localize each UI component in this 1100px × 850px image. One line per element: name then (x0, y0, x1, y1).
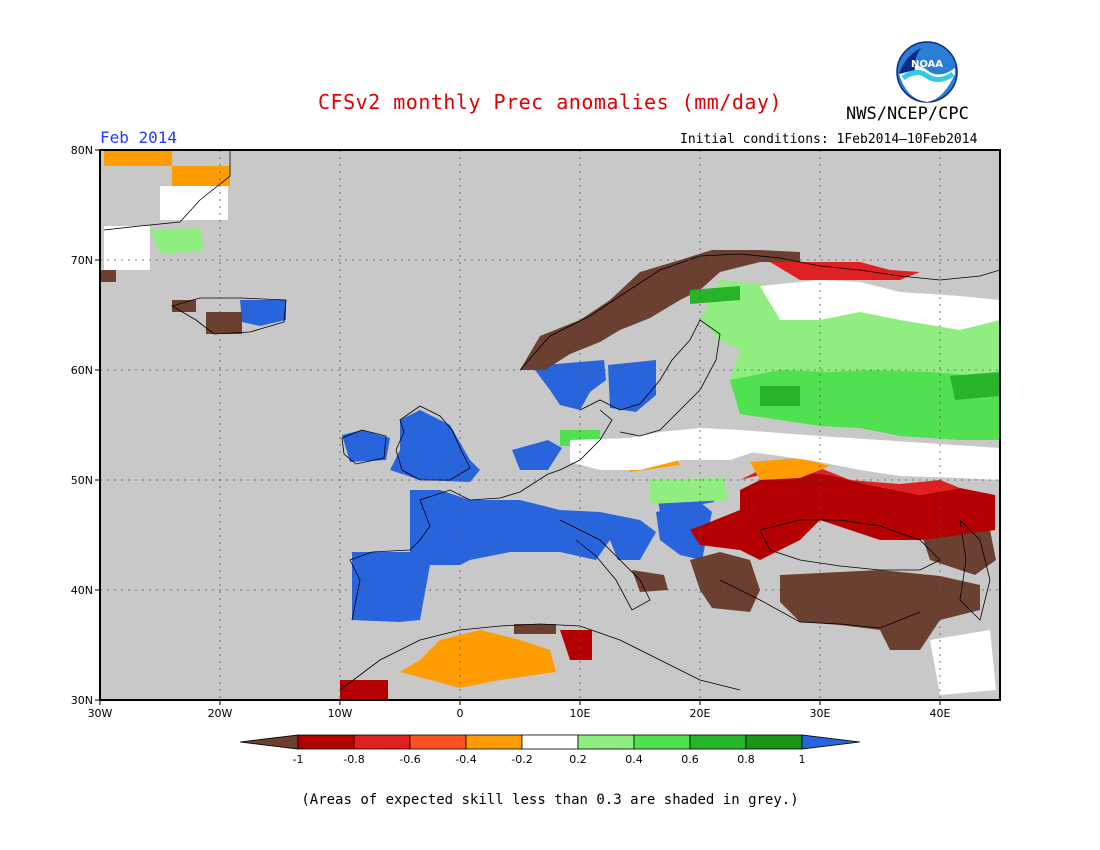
anomaly-region-dry-iceland-s (206, 312, 242, 334)
color-bar-segment (633, 734, 691, 750)
anomaly-region-neutral-arctic (760, 280, 1000, 330)
anomaly-region-dryish-greenland (172, 166, 230, 186)
lat-label: 40N (71, 584, 93, 597)
coast-scandinavia (519, 253, 1000, 371)
footnote: (Areas of expected skill less than 0.3 a… (301, 792, 799, 808)
color-bar-segment (353, 734, 411, 750)
coast-iceland (170, 297, 287, 335)
chart-title: CFSv2 monthly Prec anomalies (mm/day) (317, 90, 783, 114)
forecast-period: Feb 2014 (100, 128, 178, 147)
color-bar-label: 0.4 (625, 753, 643, 766)
coast-ireland (341, 429, 387, 465)
anomaly-region-dryish-africa (400, 630, 556, 688)
anomaly-region-wet-iceland (240, 300, 286, 326)
coast-caspian (959, 518, 991, 621)
color-bar-segment (801, 734, 861, 750)
anomaly-region-wet-russia-peak (760, 386, 800, 406)
anomaly-region-dry-africa (514, 624, 556, 634)
anomaly-region-wet-greenland (150, 228, 204, 254)
logo-text: NOAA (911, 59, 943, 70)
color-bar (239, 734, 861, 750)
lon-label: 30W (88, 707, 113, 720)
anomaly-region-wet-lowlands (512, 440, 562, 470)
anomaly-field (100, 150, 1000, 700)
lon-label: 0 (457, 707, 464, 720)
anomaly-region-wet-britain (390, 410, 480, 482)
anomaly-region-wet-russia-east (950, 372, 1000, 400)
coast-blacksea (759, 519, 941, 571)
color-bar-label: 1 (799, 753, 806, 766)
color-bar-labels: -1 -0.8 -0.6 -0.4 -0.2 0.2 0.4 0.6 0.8 1 (293, 753, 806, 766)
agency-label: NWS/NCEP/CPC (846, 104, 969, 124)
color-bar-label: -0.6 (399, 753, 420, 766)
anomaly-region-wet-alps (656, 502, 712, 560)
lat-label: 60N (71, 364, 93, 377)
lon-label: 20E (690, 707, 711, 720)
color-bar-segment (409, 734, 467, 750)
anomaly-region-neutral-germany (570, 428, 760, 470)
anomaly-region-neutral-greenland-w (104, 226, 150, 270)
anomaly-region-dry-morocco (340, 680, 388, 700)
longitude-labels: 30W 20W 10W 0 10E 20E 30E 40E (88, 707, 951, 720)
coast-greenland (103, 150, 231, 231)
color-bar-segment (239, 734, 299, 750)
color-bar-label: 0.8 (737, 753, 755, 766)
noaa-logo-icon: NOAA (896, 41, 958, 103)
lon-label: 40E (930, 707, 951, 720)
color-bar-segment (297, 734, 355, 750)
color-bar-segment (745, 734, 803, 750)
coast-turkey (719, 579, 921, 629)
anomaly-region-wet-ireland (342, 430, 390, 462)
map-frame (99, 149, 1001, 701)
lon-label: 10E (570, 707, 591, 720)
anomaly-region-dry-ukraine (690, 470, 995, 560)
anomaly-region-dry-balkans (690, 552, 760, 612)
anomaly-region-dry-iceland (172, 300, 196, 312)
color-bar-label: 0.2 (569, 753, 587, 766)
color-bar-label: -0.2 (511, 753, 532, 766)
lat-label: 80N (71, 144, 93, 157)
anomaly-region-neutral-russia (740, 430, 1000, 480)
lon-label: 20W (208, 707, 233, 720)
color-bar-segment (577, 734, 635, 750)
anomaly-region-wet-scandinavia (532, 360, 606, 410)
color-bar-label: 0.6 (681, 753, 699, 766)
color-bar-segment (689, 734, 747, 750)
lat-label: 30N (71, 694, 93, 707)
anomaly-region-dry-norway (520, 250, 800, 370)
initial-conditions: Initial conditions: 1Feb2014—10Feb2014 (680, 132, 978, 147)
color-bar-label: -1 (293, 753, 304, 766)
anomaly-region-dry-kola (770, 262, 920, 280)
anomaly-region-wet-hungary (650, 478, 728, 504)
anomaly-region-neutral-greenland (160, 186, 228, 220)
color-bar-label: -0.8 (343, 753, 364, 766)
anomaly-region-wet-finland (690, 286, 740, 304)
coast-africa (339, 623, 741, 691)
color-bar-label: -0.4 (455, 753, 476, 766)
anomaly-region-dry-greenland (100, 270, 116, 282)
lat-label: 70N (71, 254, 93, 267)
lon-label: 30E (810, 707, 831, 720)
color-bar-segment (521, 734, 579, 750)
anomaly-region-dryish-ukraine (750, 458, 830, 480)
coast-italy (559, 519, 651, 611)
anomaly-region-dry-greece (632, 570, 668, 592)
lon-label: 10W (328, 707, 353, 720)
anomaly-region-dryish-svalbard (104, 150, 172, 166)
anomaly-region-dry-libya (560, 630, 592, 660)
anomaly-region-neutral-east (930, 630, 996, 695)
color-bar-segment (465, 734, 523, 750)
lat-label: 50N (71, 474, 93, 487)
latitude-labels: 80N 70N 60N 50N 40N 30N (71, 144, 93, 707)
